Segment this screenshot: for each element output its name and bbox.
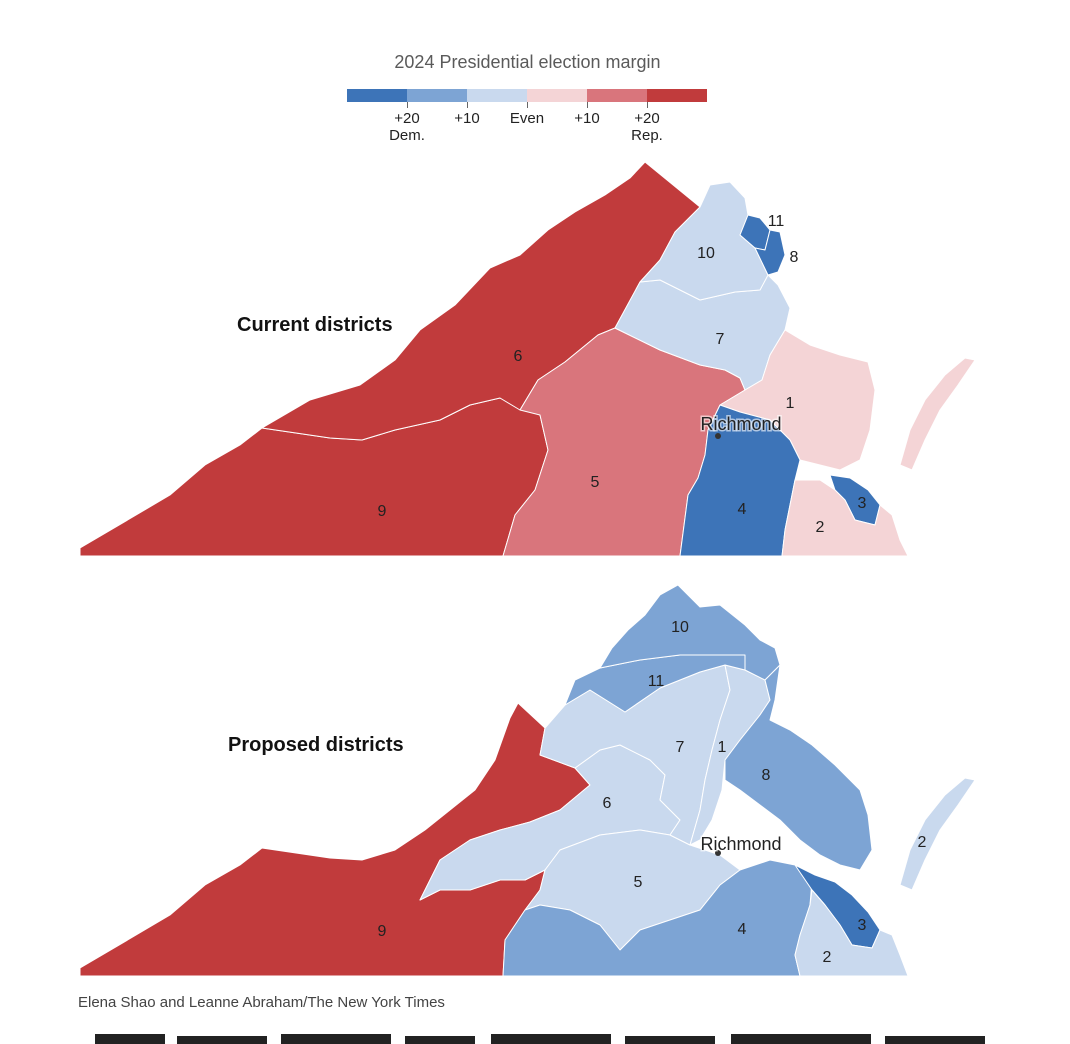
current-district-label-8: 8 (790, 249, 799, 266)
proposed-district-label-4: 4 (738, 921, 747, 938)
legend-swatch-rep-10-20 (587, 89, 647, 102)
proposed-district-label-5: 5 (634, 874, 643, 891)
current-district-label-6: 6 (514, 348, 523, 365)
cut-off-text-fragment (95, 1022, 995, 1044)
proposed-district-10 (599, 584, 781, 681)
current-district-2 (781, 479, 909, 557)
proposed-districts-map (79, 584, 976, 977)
legend-tick (647, 102, 648, 108)
legend-tick-label: +20 Dem. (389, 110, 425, 144)
credit-line: Elena Shao and Leanne Abraham/The New Yo… (78, 994, 445, 1011)
legend-title: 2024 Presidential election margin (394, 52, 661, 72)
proposed-district-label-9: 9 (378, 923, 387, 940)
proposed-eastern-shore (899, 777, 976, 891)
legend-swatch-dem-20plus (347, 89, 407, 102)
richmond-city-dot (715, 850, 721, 856)
current-district-8 (754, 229, 786, 276)
current-district-label-7: 7 (716, 331, 725, 348)
proposed-district-2 (794, 889, 909, 977)
current-district-label-11: 11 (768, 213, 785, 230)
proposed-district-label-11: 11 (648, 673, 665, 690)
current-district-label-10: 10 (697, 245, 715, 262)
current-districts-map (79, 161, 976, 557)
proposed-district-label-2b: 2 (823, 949, 832, 966)
legend-swatch-rep-20plus (647, 89, 707, 102)
proposed-district-label-2a: 2 (918, 834, 927, 851)
proposed-district-label-1: 1 (718, 739, 727, 756)
legend-tick (527, 102, 528, 108)
proposed-district-label-8: 8 (762, 767, 771, 784)
legend-color-scale (347, 89, 707, 102)
proposed-city-label: Richmond (700, 834, 781, 854)
proposed-district-label-10: 10 (671, 619, 689, 636)
current-eastern-shore (899, 357, 976, 471)
legend-swatch-rep-0-10 (527, 89, 587, 102)
current-district-label-4: 4 (738, 501, 747, 518)
legend-tick-label: +20 Rep. (631, 110, 663, 144)
legend-tick-label: +10 (454, 110, 480, 127)
legend-swatch-dem-10-20 (407, 89, 467, 102)
proposed-district-label-7: 7 (676, 739, 685, 756)
current-district-label-2: 2 (816, 519, 825, 536)
legend-swatch-dem-0-10 (467, 89, 527, 102)
current-district-label-1: 1 (786, 395, 795, 412)
proposed-district-8 (724, 664, 873, 871)
richmond-city-dot (715, 433, 721, 439)
legend-tick-label: Even (509, 110, 545, 127)
legend-tick-label: +10 (574, 110, 600, 127)
legend-tick (587, 102, 588, 108)
proposed-district-label-3: 3 (858, 917, 867, 934)
current-city-label: Richmond (700, 414, 781, 434)
current-district-label-9: 9 (378, 503, 387, 520)
current-district-label-5: 5 (591, 474, 600, 491)
legend-tick (407, 102, 408, 108)
legend-tick (467, 102, 468, 108)
current-map-title: Current districts (237, 314, 393, 336)
current-district-label-3: 3 (858, 495, 867, 512)
proposed-map-title: Proposed districts (228, 734, 404, 756)
proposed-district-label-6: 6 (603, 795, 612, 812)
